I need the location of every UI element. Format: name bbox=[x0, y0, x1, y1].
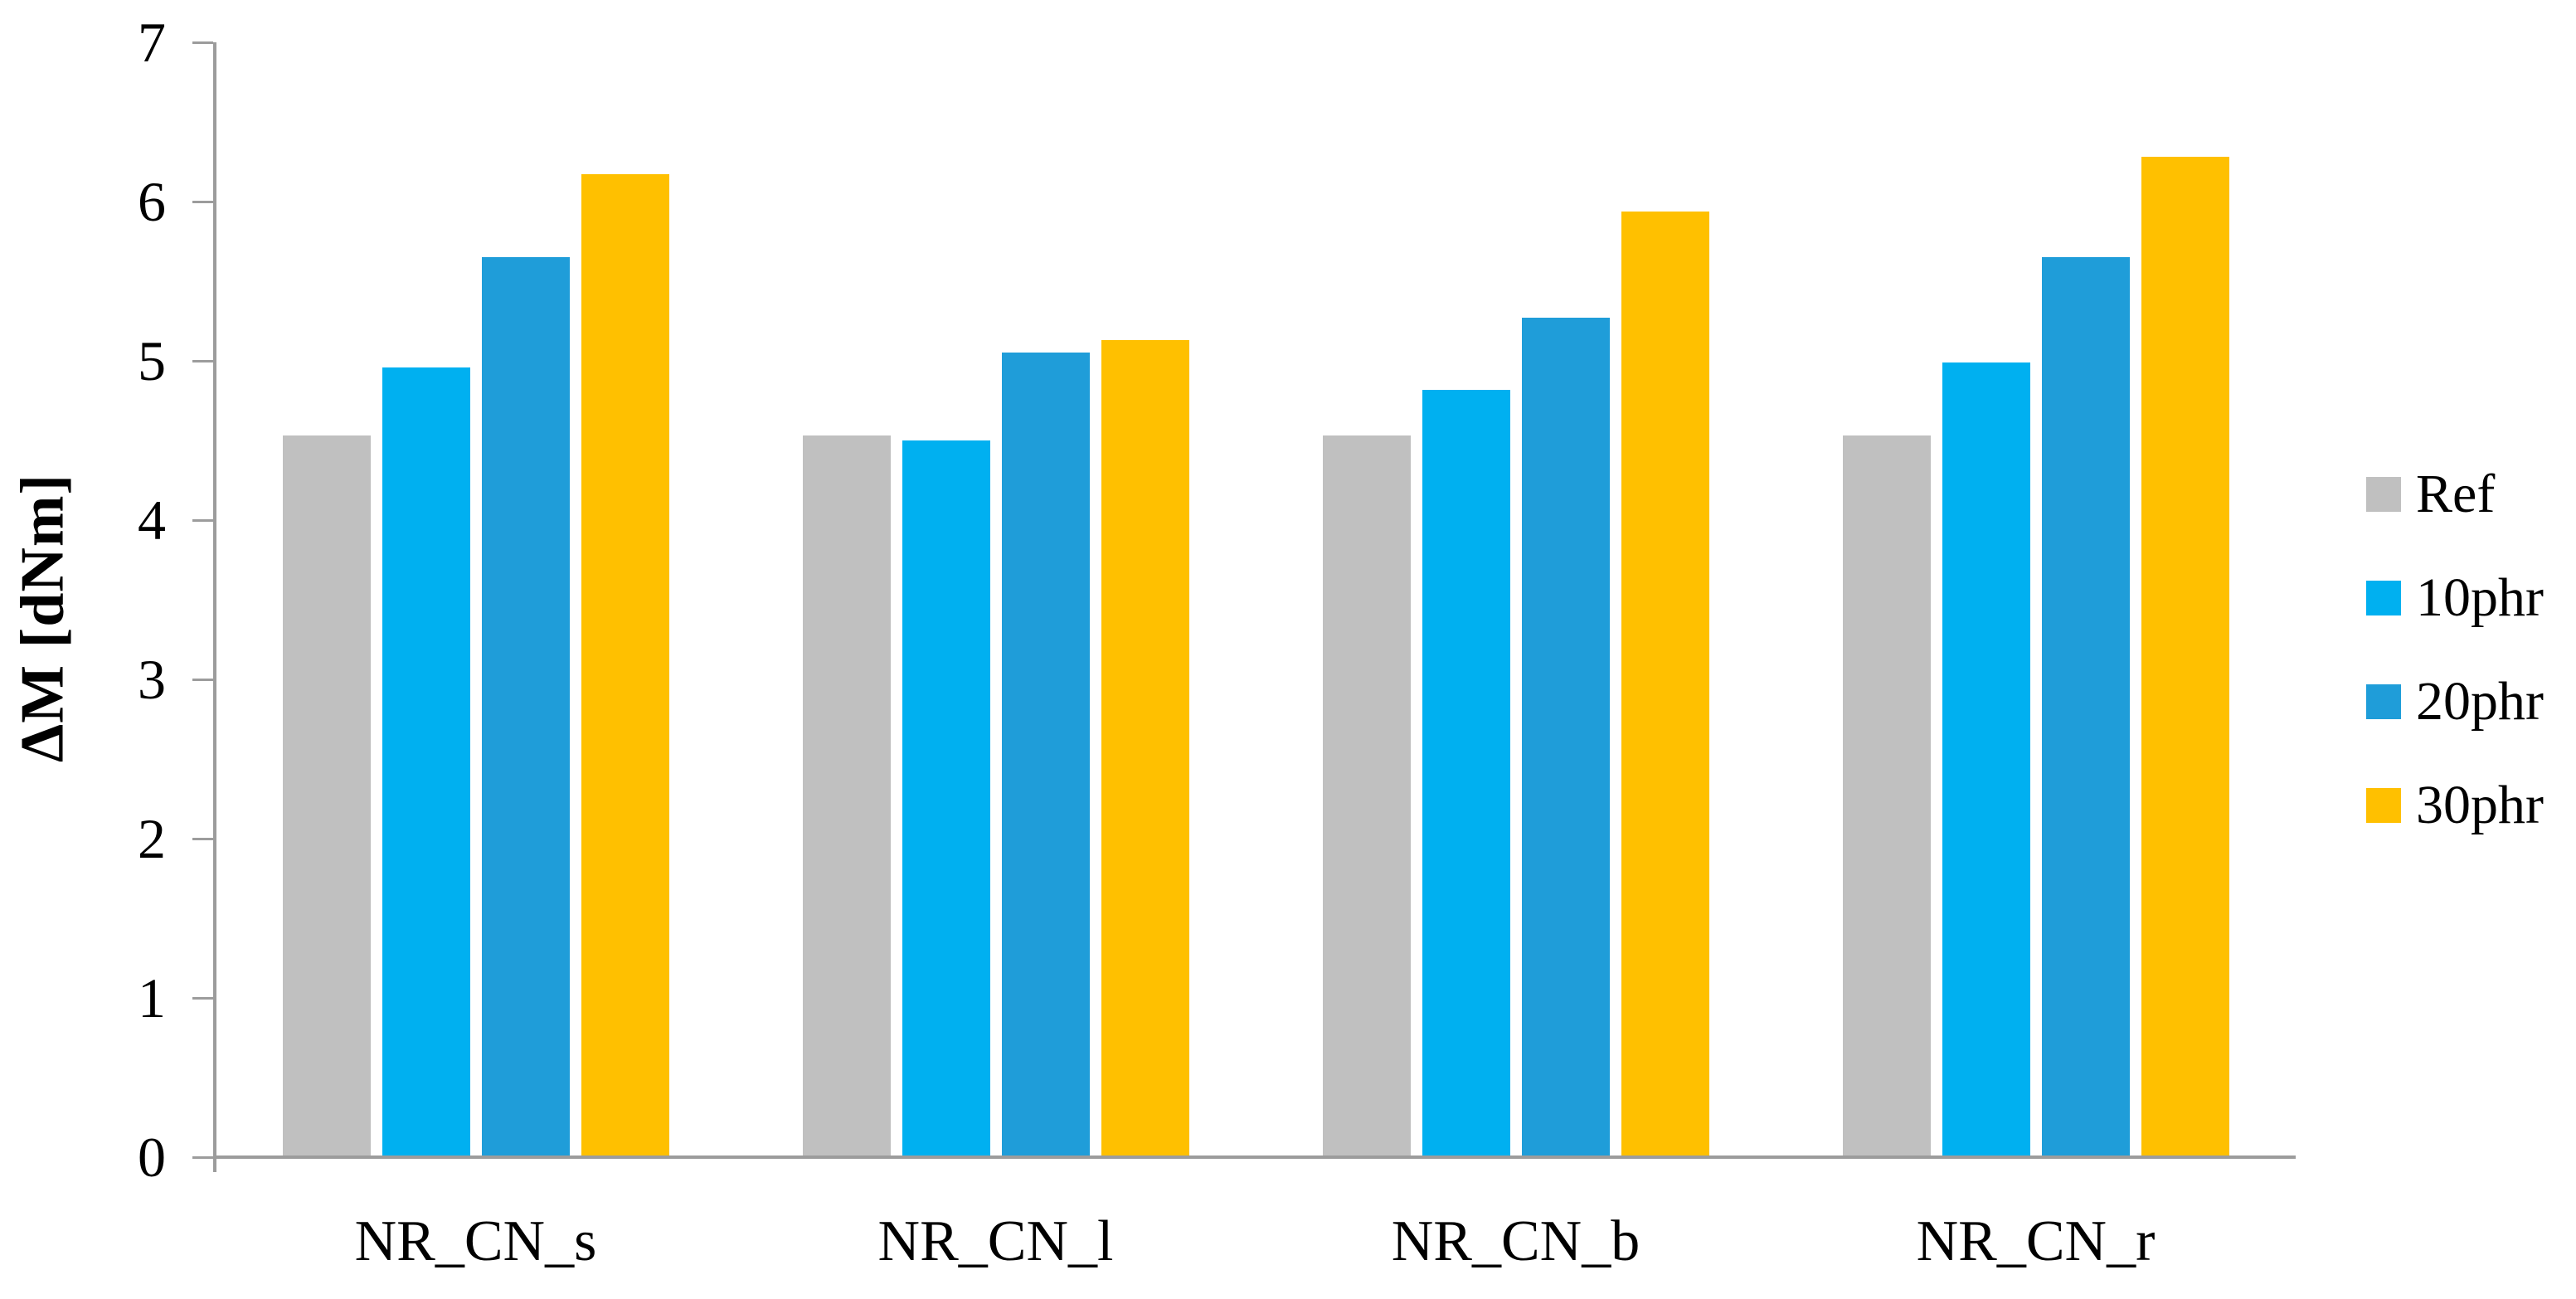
y-axis-tick-label: 3 bbox=[138, 648, 166, 711]
x-axis-category-label: NR_CN_s bbox=[354, 1209, 597, 1273]
x-axis-category-label: NR_CN_b bbox=[1391, 1209, 1640, 1273]
bar-NR_CN_s-20phr bbox=[481, 257, 570, 1157]
legend-label-20phr: 20phr bbox=[2416, 671, 2544, 732]
bar-NR_CN_r-Ref bbox=[1842, 435, 1931, 1157]
bar-NR_CN_b-10phr bbox=[1422, 389, 1510, 1157]
y-axis-tick-label: 2 bbox=[138, 807, 166, 870]
bar-NR_CN_b-Ref bbox=[1322, 435, 1411, 1157]
legend-item-10phr: 10phr bbox=[2366, 571, 2544, 625]
x-axis-line bbox=[213, 1155, 2296, 1159]
y-axis-tick bbox=[192, 997, 213, 1000]
y-axis-tick bbox=[192, 360, 213, 362]
y-axis-tick bbox=[192, 1156, 213, 1159]
bar-NR_CN_r-20phr bbox=[2041, 257, 2130, 1157]
x-axis-category-label: NR_CN_r bbox=[1916, 1209, 2156, 1273]
legend-swatch-20phr bbox=[2366, 684, 2401, 719]
bar-NR_CN_l-10phr bbox=[902, 440, 990, 1157]
bar-NR_CN_l-30phr bbox=[1101, 340, 1189, 1157]
legend-swatch-10phr bbox=[2366, 581, 2401, 615]
y-axis-tick bbox=[192, 679, 213, 681]
legend-label-Ref: Ref bbox=[2416, 464, 2496, 524]
y-axis-tick-label: 6 bbox=[138, 170, 166, 233]
bar-NR_CN_b-20phr bbox=[1521, 318, 1610, 1157]
bar-NR_CN_l-20phr bbox=[1001, 353, 1090, 1157]
bar-NR_CN_l-Ref bbox=[802, 435, 891, 1157]
y-axis-tick-label: 1 bbox=[138, 966, 166, 1029]
y-axis-line bbox=[213, 42, 216, 1172]
legend-item-30phr: 30phr bbox=[2366, 778, 2544, 833]
legend-swatch-30phr bbox=[2366, 788, 2401, 823]
y-axis-tick-label: 0 bbox=[138, 1126, 166, 1189]
legend-label-30phr: 30phr bbox=[2416, 775, 2544, 835]
y-axis-tick bbox=[192, 838, 213, 840]
bar-NR_CN_s-Ref bbox=[282, 435, 371, 1157]
y-axis-tick bbox=[192, 41, 213, 44]
bar-NR_CN_r-10phr bbox=[1942, 362, 2030, 1157]
legend-label-10phr: 10phr bbox=[2416, 567, 2544, 628]
y-axis-tick-label: 7 bbox=[138, 11, 166, 74]
y-axis-tick bbox=[192, 201, 213, 203]
x-axis-category-label: NR_CN_l bbox=[877, 1209, 1114, 1273]
bar-NR_CN_s-30phr bbox=[581, 174, 669, 1157]
bar-NR_CN_s-10phr bbox=[382, 367, 470, 1157]
legend-item-20phr: 20phr bbox=[2366, 674, 2544, 729]
y-axis-tick-label: 4 bbox=[138, 489, 166, 552]
legend-item-Ref: Ref bbox=[2366, 467, 2495, 522]
legend-swatch-Ref bbox=[2366, 477, 2401, 512]
y-axis-tick bbox=[192, 519, 213, 522]
bar-NR_CN_b-30phr bbox=[1621, 211, 1709, 1157]
y-axis-tick-label: 5 bbox=[138, 329, 166, 392]
bar-NR_CN_r-30phr bbox=[2141, 157, 2229, 1157]
